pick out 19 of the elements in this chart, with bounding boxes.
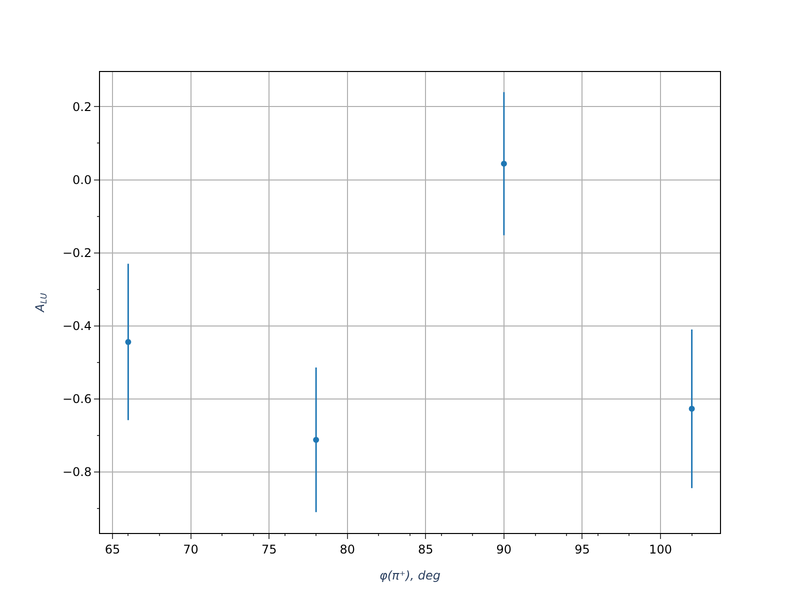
point	[688, 406, 695, 412]
x-tick-label: 95	[574, 542, 590, 556]
y-tick-label: −0.8	[62, 465, 92, 480]
x-tick-label: 90	[496, 542, 512, 556]
point	[313, 436, 320, 443]
point	[125, 338, 132, 345]
y-tick-label: −0.2	[62, 246, 92, 260]
x-tick-label: 65	[104, 542, 120, 556]
y-tick-label: −0.4	[62, 319, 92, 334]
x-tick-label: 70	[183, 542, 198, 556]
x-tick-label: 75	[261, 542, 277, 556]
y-tick-label: −0.6	[62, 392, 92, 406]
x-tick-label: 80	[340, 542, 356, 556]
y-tick-label: 0.2	[72, 100, 92, 114]
x-tick-label: 85	[418, 542, 434, 556]
y-tick-label: 0.0	[72, 172, 92, 187]
x-tick-label: 100	[649, 542, 672, 556]
point	[500, 160, 507, 167]
x-axis-title: φ(π⁺), deg	[379, 568, 441, 582]
